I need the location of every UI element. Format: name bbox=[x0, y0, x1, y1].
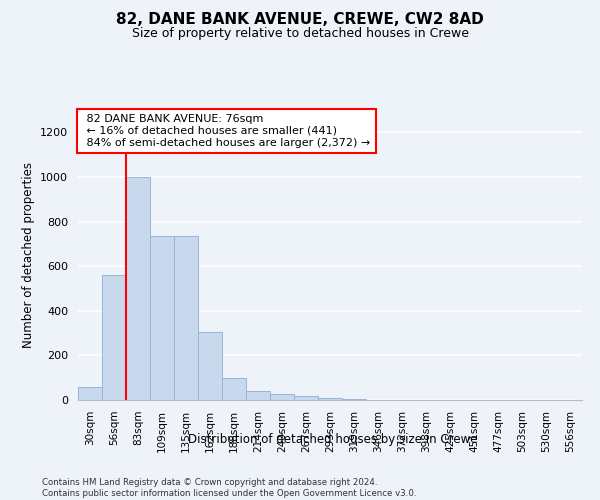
Text: 82, DANE BANK AVENUE, CREWE, CW2 8AD: 82, DANE BANK AVENUE, CREWE, CW2 8AD bbox=[116, 12, 484, 28]
Bar bbox=[198, 332, 222, 400]
Bar bbox=[270, 394, 294, 400]
Bar bbox=[246, 391, 270, 400]
Text: Distribution of detached houses by size in Crewe: Distribution of detached houses by size … bbox=[188, 432, 478, 446]
Bar bbox=[126, 177, 150, 400]
Bar bbox=[78, 386, 102, 400]
Bar bbox=[294, 396, 318, 400]
Bar bbox=[102, 275, 126, 400]
Bar bbox=[222, 378, 246, 400]
Bar bbox=[150, 236, 174, 400]
Text: 82 DANE BANK AVENUE: 76sqm
 ← 16% of detached houses are smaller (441)
 84% of s: 82 DANE BANK AVENUE: 76sqm ← 16% of deta… bbox=[83, 114, 370, 148]
Text: Contains HM Land Registry data © Crown copyright and database right 2024.
Contai: Contains HM Land Registry data © Crown c… bbox=[42, 478, 416, 498]
Y-axis label: Number of detached properties: Number of detached properties bbox=[22, 162, 35, 348]
Text: Size of property relative to detached houses in Crewe: Size of property relative to detached ho… bbox=[131, 28, 469, 40]
Bar bbox=[174, 236, 198, 400]
Bar bbox=[342, 399, 366, 400]
Bar bbox=[318, 398, 342, 400]
